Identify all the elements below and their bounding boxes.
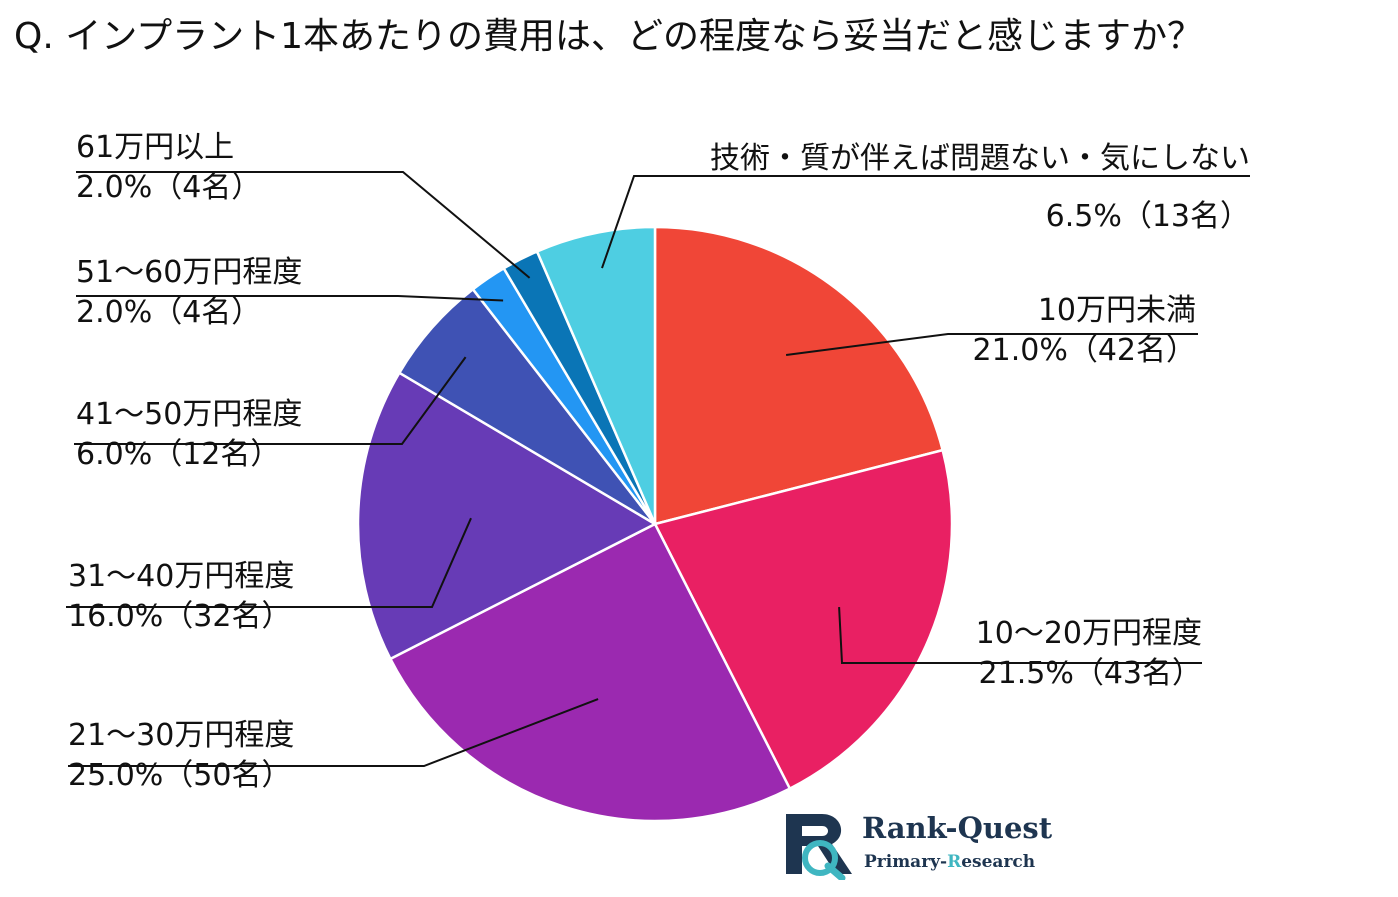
slice-value-3: 16.0%（32名） [68, 599, 292, 634]
leader-line-0 [785, 333, 1198, 356]
slice-value-6: 2.0%（4名） [76, 170, 262, 205]
slice-category-7: 技術・質が伴えば問題ない・気にしない [710, 141, 1250, 176]
pie-slice-3 [356, 371, 657, 661]
slice-value-1: 21.5%（43名） [978, 656, 1202, 691]
slice-label-4: 41〜50万円程度 6.0%（12名） [76, 395, 302, 475]
slice-category-2: 21〜30万円程度 [68, 718, 295, 753]
logo-subtitle: Primary-Research [864, 852, 1036, 872]
slice-label-7: 技術・質が伴えば問題ない・気にしない 6.5%（13名） [630, 130, 1250, 246]
slice-category-5: 51〜60万円程度 [76, 255, 303, 290]
slice-value-5: 2.0%（4名） [76, 295, 262, 330]
slice-label-5: 51〜60万円程度 2.0%（4名） [76, 253, 302, 333]
slice-category-1: 10〜20万円程度 [975, 616, 1202, 651]
logo-mark-icon [786, 814, 852, 880]
slice-value-2: 25.0%（50名） [68, 758, 292, 793]
slice-label-1: 10〜20万円程度 21.5%（43名） [920, 614, 1202, 694]
leader-line-1 [838, 607, 1202, 664]
leader-line-4 [74, 356, 467, 445]
chart-title: Q. インプラント1本あたりの費用は、どの程度なら妥当だと感じますか？ [14, 16, 1204, 57]
leader-line-3 [66, 517, 472, 608]
pie-slice-0 [653, 225, 944, 526]
leader-line-5 [76, 295, 504, 302]
pie-slice-2 [389, 522, 792, 823]
slice-category-0: 10万円未満 [1037, 293, 1196, 328]
pie-slice-1 [653, 448, 954, 790]
logo-name: Rank-Quest [862, 811, 1053, 845]
slice-category-3: 31〜40万円程度 [68, 559, 295, 594]
slice-label-3: 31〜40万円程度 16.0%（32名） [68, 557, 294, 637]
leader-line-7 [601, 175, 1250, 269]
slice-category-4: 41〜50万円程度 [76, 397, 303, 432]
slice-category-6: 61万円以上 [76, 130, 235, 165]
slice-value-0: 21.0%（42名） [972, 333, 1196, 368]
slice-label-2: 21〜30万円程度 25.0%（50名） [68, 716, 294, 796]
rank-quest-logo: Rank-Quest Primary-Research [782, 808, 1072, 880]
slice-value-4: 6.0%（12名） [76, 437, 281, 472]
slice-value-7: 6.5%（13名） [1045, 199, 1250, 234]
slice-label-0: 10万円未満 21.0%（42名） [940, 291, 1196, 371]
leader-line-6 [76, 171, 531, 279]
pie-slice-7 [535, 225, 657, 526]
slice-label-6: 61万円以上 2.0%（4名） [76, 128, 261, 208]
leader-line-2 [68, 698, 599, 767]
